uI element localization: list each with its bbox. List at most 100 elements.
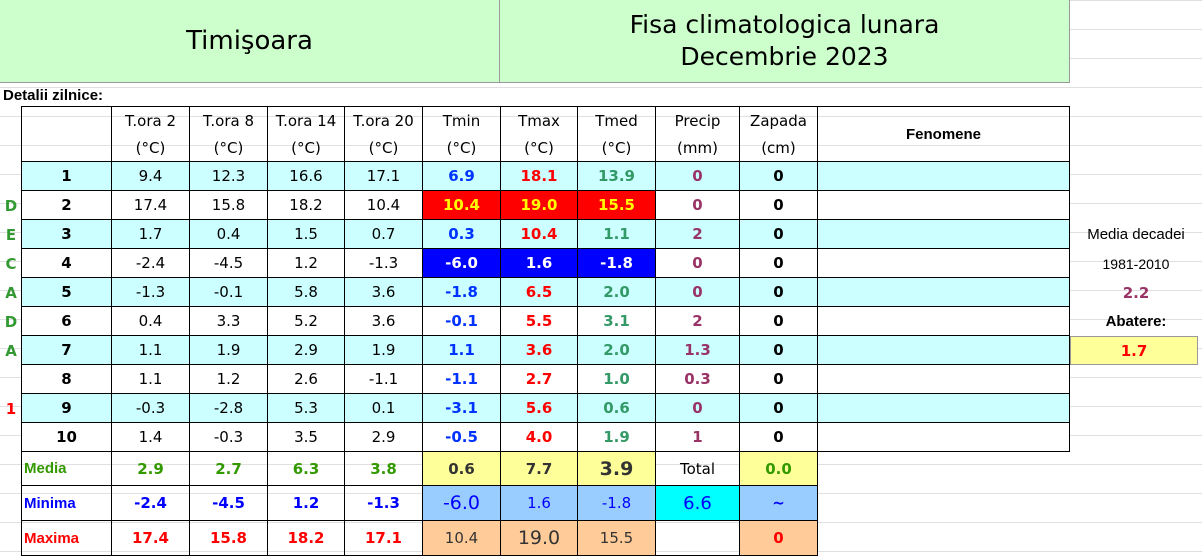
column-header: T.ora 20 <box>344 106 423 135</box>
data-cell: 4.0 <box>500 422 578 452</box>
data-cell: 1 <box>655 422 740 452</box>
data-cell: 17.4 <box>111 190 190 220</box>
fenomene-cell <box>817 277 1070 307</box>
data-cell: 0.3 <box>655 364 740 394</box>
fenomene-cell <box>817 335 1070 365</box>
summary-cell: 15.5 <box>577 520 656 556</box>
data-cell: 3.3 <box>189 306 268 336</box>
data-cell: 3.5 <box>267 422 345 452</box>
day-number: 6 <box>21 306 112 336</box>
data-cell: 9.4 <box>111 161 190 191</box>
column-unit: (°C) <box>267 134 345 162</box>
data-cell: -1.1 <box>344 364 423 394</box>
fenomene-cell <box>817 393 1070 423</box>
fenomene-cell <box>817 161 1070 191</box>
side-letter: D <box>4 312 18 331</box>
data-cell: -0.5 <box>422 422 501 452</box>
summary-cell: 0 <box>739 520 818 556</box>
data-cell: 5.2 <box>267 306 345 336</box>
column-header: Zapada <box>739 106 818 135</box>
summary-cell: 6.6 <box>655 485 740 521</box>
column-unit: (°C) <box>189 134 268 162</box>
summary-cell: -1.3 <box>344 485 423 521</box>
summary-cell: 15.8 <box>189 520 268 556</box>
summary-cell: ~ <box>739 485 818 521</box>
day-number: 7 <box>21 335 112 365</box>
data-cell: 1.4 <box>111 422 190 452</box>
data-cell: 0.4 <box>111 306 190 336</box>
fenomene-cell <box>817 190 1070 220</box>
data-cell: -1.8 <box>577 248 656 278</box>
data-cell: 0 <box>739 277 818 307</box>
decade-label: Media decadei <box>1087 226 1185 243</box>
column-unit: (mm) <box>655 134 740 162</box>
data-cell: 1.1 <box>111 364 190 394</box>
column-unit: (°C) <box>344 134 423 162</box>
column-unit: (°C) <box>422 134 501 162</box>
summary-cell: -1.8 <box>577 485 656 521</box>
data-cell: 1.1 <box>577 219 656 249</box>
data-cell: 1.1 <box>422 335 501 365</box>
data-cell: -1.1 <box>422 364 501 394</box>
column-header: T.ora 2 <box>111 106 190 135</box>
data-cell: 1.9 <box>344 335 423 365</box>
day-number: 9 <box>21 393 112 423</box>
summary-cell: -4.5 <box>189 485 268 521</box>
data-cell: 1.1 <box>111 335 190 365</box>
summary-cell: 10.4 <box>422 520 501 556</box>
data-cell: 0.3 <box>422 219 501 249</box>
data-cell: 0 <box>655 190 740 220</box>
data-cell: 10.4 <box>344 190 423 220</box>
column-unit: (cm) <box>739 134 818 162</box>
side-letter: A <box>5 283 17 302</box>
day-number: 10 <box>21 422 112 452</box>
summary-cell: 2.7 <box>189 451 268 486</box>
day-number: 5 <box>21 277 112 307</box>
fenomene-cell <box>817 306 1070 336</box>
data-cell: 0 <box>655 161 740 191</box>
data-cell: -0.1 <box>189 277 268 307</box>
side-letter: 1 <box>5 399 17 418</box>
data-cell: 6.5 <box>500 277 578 307</box>
data-cell: 12.3 <box>189 161 268 191</box>
summary-label: Media <box>21 451 112 486</box>
data-cell: 17.1 <box>344 161 423 191</box>
summary-cell <box>655 520 740 556</box>
data-cell: 2.7 <box>500 364 578 394</box>
summary-cell: 2.9 <box>111 451 190 486</box>
data-cell: 0.6 <box>577 393 656 423</box>
data-cell: -4.5 <box>189 248 268 278</box>
summary-cell: 0.6 <box>422 451 501 486</box>
data-cell: 5.6 <box>500 393 578 423</box>
data-cell: -1.8 <box>422 277 501 307</box>
data-cell: 1.2 <box>267 248 345 278</box>
data-cell: 0 <box>739 364 818 394</box>
summary-label: Minima <box>21 485 112 521</box>
data-cell: 1.7 <box>111 219 190 249</box>
data-cell: 2 <box>655 306 740 336</box>
summary-cell: 17.4 <box>111 520 190 556</box>
data-cell: 3.6 <box>500 335 578 365</box>
data-cell: 3.6 <box>344 277 423 307</box>
data-cell: 0 <box>655 393 740 423</box>
data-cell: 2 <box>655 219 740 249</box>
data-cell: 1.3 <box>655 335 740 365</box>
data-cell: -0.1 <box>422 306 501 336</box>
data-cell: 3.6 <box>344 306 423 336</box>
fenomene-cell <box>817 248 1070 278</box>
summary-label: Maxima <box>21 520 112 556</box>
side-letter: C <box>5 254 17 273</box>
column-header: Fenomene <box>817 106 1070 162</box>
data-cell: -2.8 <box>189 393 268 423</box>
data-cell: 0 <box>655 277 740 307</box>
decade-period: 1981-2010 <box>1102 255 1170 272</box>
summary-cell: 6.3 <box>267 451 345 486</box>
side-letter: E <box>5 225 17 244</box>
column-header: T.ora 8 <box>189 106 268 135</box>
summary-cell: 7.7 <box>500 451 578 486</box>
data-cell: 0 <box>739 422 818 452</box>
summary-cell: 3.9 <box>577 451 656 486</box>
data-cell: 6.9 <box>422 161 501 191</box>
title-location: Timişoara <box>0 0 500 83</box>
data-cell: -1.3 <box>111 277 190 307</box>
